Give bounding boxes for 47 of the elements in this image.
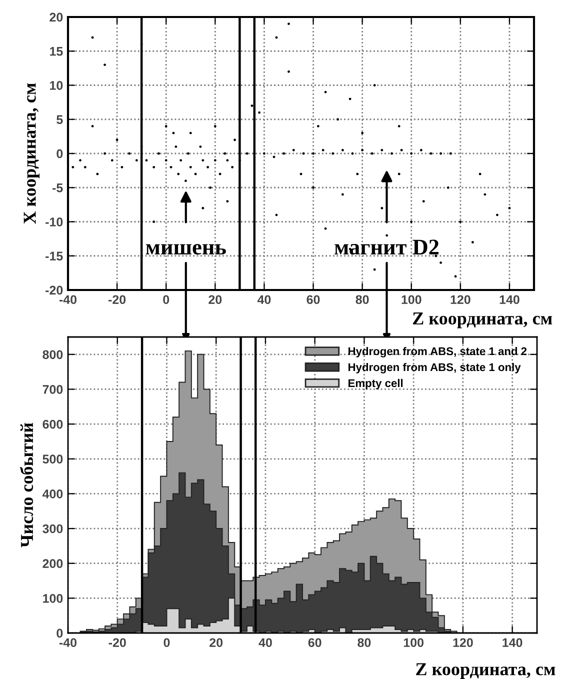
y-tick-label: -15: [46, 252, 63, 261]
y-tick-label: 800: [42, 350, 63, 360]
x-tick-label: -20: [108, 295, 126, 304]
x-tick-label: 20: [210, 638, 223, 648]
x-tick-label: 40: [257, 295, 271, 304]
y-tick-label: 500: [42, 454, 63, 464]
y-tick-label: -5: [52, 184, 63, 192]
y-tick-label: 0: [56, 149, 63, 158]
y-tick-label: 400: [42, 490, 63, 498]
x-tick-label: 100: [402, 295, 422, 304]
y-axis-title: X координата, см: [24, 83, 40, 224]
x-tick-label: 80: [356, 295, 369, 304]
x-tick-label: -40: [59, 295, 77, 304]
x-tick-label: 0: [164, 638, 170, 648]
y-tick-label: 15: [50, 47, 63, 56]
x-tick-label: 0: [163, 295, 170, 304]
x-tick-label: 80: [358, 638, 371, 648]
y-axis-title: Число событий: [20, 422, 34, 548]
y-tick-label: 20: [50, 12, 63, 22]
y-tick-label: 0: [56, 628, 63, 638]
x-tick-label: 20: [208, 295, 222, 304]
annotation: магнит D2: [334, 240, 439, 255]
x-tick-label: 140: [500, 295, 520, 304]
x-tick-label: 120: [450, 295, 470, 304]
legend-label: Hydrogen from ABS, state 1 and 2: [348, 347, 527, 358]
x-tick-label: 40: [258, 638, 272, 648]
x-tick-label: 60: [306, 295, 320, 304]
y-tick-label: -20: [46, 286, 63, 295]
y-tick-label: 600: [42, 420, 63, 429]
y-tick-label: -10: [46, 218, 63, 226]
y-tick-label: 300: [42, 524, 63, 534]
legend-label: Empty cell: [348, 378, 403, 390]
x-tick-label: 100: [404, 638, 424, 648]
legend-label: Hydrogen from ABS, state 1 only: [348, 362, 521, 374]
annotation: мишень: [146, 244, 226, 255]
x-tick-label: 140: [502, 638, 522, 648]
x-axis-title: Z координата, см: [412, 312, 552, 328]
x-axis-title: Z координата, см: [416, 663, 556, 679]
x-tick-label: -20: [108, 638, 126, 648]
x-tick-label: -40: [59, 638, 77, 648]
y-tick-label: 100: [43, 594, 63, 603]
y-tick-label: 700: [42, 385, 63, 394]
y-tick-label: 10: [50, 81, 63, 90]
y-tick-label: 5: [56, 115, 63, 124]
y-tick-label: 200: [42, 559, 63, 568]
x-tick-label: 120: [453, 638, 473, 648]
x-tick-label: 60: [308, 638, 322, 648]
